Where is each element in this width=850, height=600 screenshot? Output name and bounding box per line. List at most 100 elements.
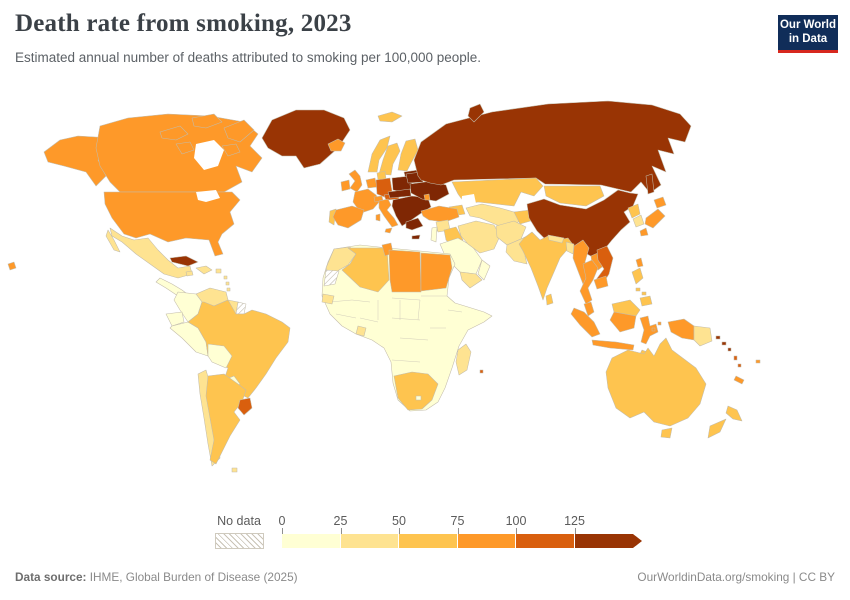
country-vanuatu[interactable] [733,355,742,368]
country-java[interactable] [591,339,635,351]
country-svalbard[interactable] [377,111,403,123]
legend-segment-0-25[interactable] [282,534,341,548]
owid-logo[interactable]: Our World in Data [778,15,838,53]
country-novaya-zemlya[interactable] [467,103,485,123]
country-western-sahara[interactable] [323,269,340,287]
country-japan-honshu[interactable] [644,208,666,229]
country-libya[interactable] [388,249,422,293]
country-greenland[interactable] [261,109,351,169]
country-greece[interactable] [405,217,424,231]
country-madagascar[interactable] [455,343,472,376]
country-mongolia[interactable] [543,185,605,207]
country-sri-lanka[interactable] [545,293,554,306]
country-new-zealand-north[interactable] [725,405,743,422]
country-uruguay[interactable] [237,397,253,416]
country-tasmania[interactable] [660,427,673,439]
country-turkey[interactable] [420,205,460,223]
country-bangladesh[interactable] [565,241,575,255]
country-sakhalin[interactable] [645,173,655,195]
country-crete[interactable] [411,234,421,240]
country-philippines-mindanao[interactable] [639,295,653,307]
country-portugal[interactable] [328,208,337,226]
country-brazil[interactable] [187,299,291,399]
country-finland[interactable] [397,138,419,172]
legend-segment-50-75[interactable] [399,534,458,548]
country-jamaica[interactable] [185,270,194,277]
country-hispaniola[interactable] [195,265,213,275]
country-australia[interactable] [605,337,707,427]
country-argentina[interactable] [205,373,247,465]
country-italy[interactable] [378,198,399,228]
country-cambodia[interactable] [593,275,609,290]
country-philippines-luzon[interactable] [631,267,644,285]
country-spain[interactable] [332,205,365,229]
country-papua-new-guinea[interactable] [693,325,713,347]
footer-link[interactable]: OurWorldinData.org/smoking | CC BY [637,570,835,584]
country-levant[interactable] [430,226,438,243]
country-borneo-malaysia[interactable] [611,299,641,317]
country-ghana[interactable] [355,325,367,337]
country-thailand[interactable] [579,259,599,305]
country-arctic-islands[interactable] [159,113,255,157]
legend-segment-75-100[interactable] [457,534,516,548]
country-west-papua[interactable] [667,318,695,341]
footer-source-text[interactable]: IHME, Global Burden of Disease (2025) [86,570,298,584]
country-france[interactable] [352,188,381,214]
country-sulawesi[interactable] [639,315,659,345]
legend-tick-50: 50 [392,514,406,528]
country-moluccas[interactable] [651,321,662,332]
country-usa[interactable] [103,191,241,257]
country-canada[interactable] [95,113,263,193]
country-suriname[interactable] [235,301,247,315]
country-cuba[interactable] [169,255,199,267]
country-uk[interactable] [348,169,363,193]
country-philippines-visayas[interactable] [635,287,647,296]
country-senegal[interactable] [321,293,335,305]
country-puerto-rico[interactable] [215,268,222,274]
country-oman[interactable] [477,259,491,281]
country-iran[interactable] [457,220,501,254]
country-algeria[interactable] [341,247,390,293]
legend-no-data-swatch[interactable] [215,533,264,549]
country-sicily[interactable] [384,227,393,234]
country-north-korea[interactable] [627,203,641,219]
country-falkland-islands[interactable] [231,467,238,473]
country-sweden[interactable] [378,142,401,176]
country-south-korea[interactable] [632,214,645,228]
legend-segment-25-50[interactable] [340,534,399,548]
country-fiji[interactable] [755,359,761,364]
legend-segment-100-125[interactable] [516,534,575,548]
country-yemen[interactable] [459,271,483,289]
country-lesser-antilles[interactable] [223,275,231,292]
country-solomon-islands[interactable] [715,335,732,352]
country-mexico[interactable] [105,227,193,279]
country-ecuador[interactable] [165,311,185,327]
country-bolivia[interactable] [207,343,233,369]
country-malaysia-peninsula[interactable] [583,301,595,317]
country-egypt[interactable] [420,252,453,292]
country-mauritius[interactable] [479,369,484,374]
country-lesotho[interactable] [415,395,422,401]
country-iceland[interactable] [327,138,346,152]
country-nepal[interactable] [547,234,565,244]
country-new-caledonia[interactable] [733,375,745,385]
country-benelux[interactable] [365,177,378,189]
country-japan-kyushu[interactable] [639,227,649,237]
country-hawaii[interactable] [7,261,17,271]
country-sardinia[interactable] [375,213,381,222]
legend-segment-125-plus[interactable] [574,534,633,548]
country-russia[interactable] [413,100,692,194]
footer-data-source[interactable]: Data source: IHME, Global Burden of Dise… [15,570,298,584]
country-norway[interactable] [367,135,391,173]
country-ireland[interactable] [340,179,351,192]
legend-tickmark [340,528,342,534]
country-borneo-indonesia[interactable] [609,311,637,333]
country-south-africa[interactable] [393,371,439,411]
country-japan-hokkaido[interactable] [653,196,667,209]
country-taiwan[interactable] [635,257,644,268]
country-moldova[interactable] [423,193,431,201]
country-new-zealand-south[interactable] [707,418,727,439]
country-india[interactable] [518,231,575,301]
great-lakes [196,190,220,202]
country-sumatra[interactable] [570,307,601,338]
